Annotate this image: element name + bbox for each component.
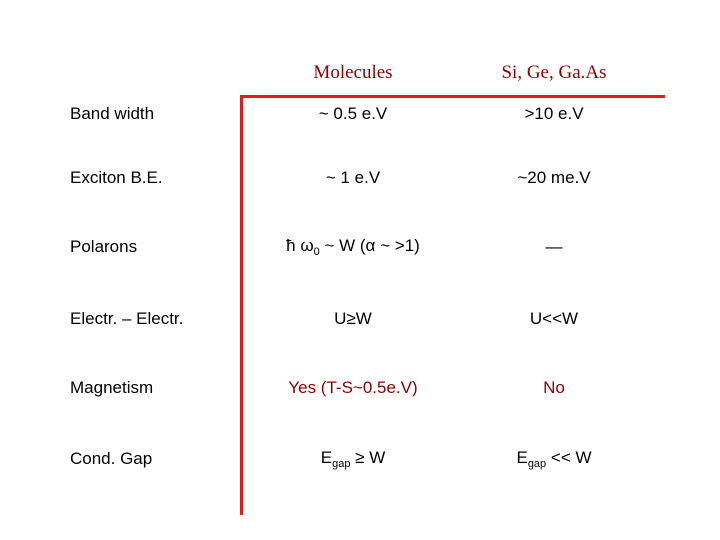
table-cell: Egap << W (516, 448, 591, 470)
cell-subscript: 0 (313, 246, 320, 258)
cell-text: << W (546, 448, 592, 467)
table-cell: U<<W (529, 309, 579, 328)
row-label: Exciton B.E. (70, 168, 163, 187)
row-label: Polarons (70, 237, 138, 256)
table-cell: ħ ω0 ~ W (α ~ >1) (286, 236, 420, 258)
column-header: Si, Ge, Ga.As (501, 62, 607, 83)
table-cell: No (543, 378, 565, 397)
cell-text: E (516, 448, 528, 467)
table-cell: >10 e.V (524, 104, 584, 123)
table-cell: U≥W (334, 309, 372, 328)
table-cell: — (545, 237, 563, 256)
cell-subscript: gap (527, 458, 547, 470)
row-label: Band width (70, 104, 155, 123)
column-header: Molecules (313, 62, 393, 83)
cell-text: ~ W (α ~ >1) (319, 236, 420, 255)
cell-text: ħ ω (286, 236, 314, 255)
table-cell: Egap ≥ W (321, 448, 386, 470)
table-cell: ~ 0.5 e.V (318, 104, 388, 123)
cell-subscript: gap (332, 458, 351, 470)
cell-text: ≥ W (350, 448, 386, 467)
cell-text: E (320, 448, 333, 467)
row-label: Magnetism (70, 378, 154, 397)
table-cell: Yes (T-S~0.5e.V) (288, 378, 418, 397)
row-label: Cond. Gap (70, 449, 153, 468)
header-rule (241, 95, 665, 98)
column-rule (240, 95, 243, 515)
row-label: Electr. – Electr. (70, 309, 184, 328)
table-cell: ~ 1 e.V (325, 168, 381, 187)
table-cell: ~20 me.V (517, 168, 591, 187)
